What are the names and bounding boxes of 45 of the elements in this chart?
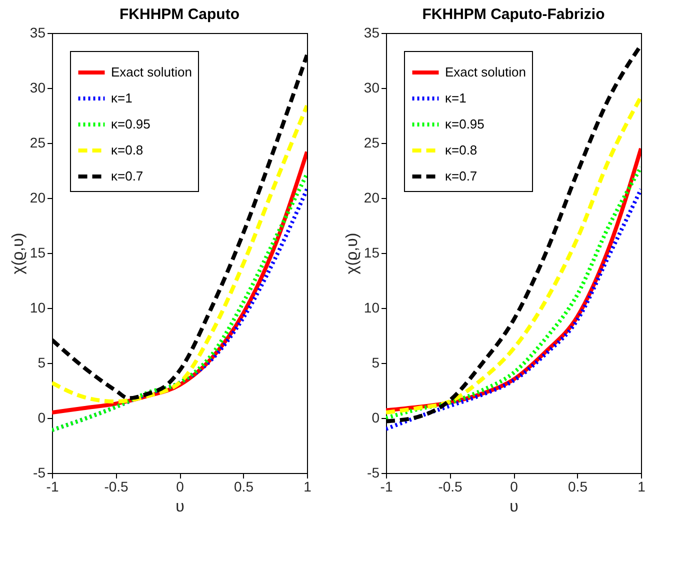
y-tick-label: 15 [30, 244, 46, 260]
chart-title: FKHHPM Caputo [120, 6, 240, 23]
legend-label: κ=1 [111, 90, 132, 106]
x-tick-label: -1 [46, 478, 59, 494]
x-tick-label: 1 [304, 478, 312, 494]
y-tick-label: 10 [30, 300, 46, 316]
x-tick-label: 0 [176, 478, 184, 494]
legend-label: κ=1 [445, 90, 466, 106]
x-tick-label: 0 [510, 478, 518, 494]
y-tick-label: 20 [364, 190, 380, 206]
x-tick-label: -0.5 [104, 478, 129, 494]
legend-label: κ=0.95 [111, 116, 150, 132]
x-tick-label: 1 [638, 478, 646, 494]
y-tick-label: 20 [30, 190, 46, 206]
x-tick-label: -1 [380, 478, 393, 494]
y-tick-label: 30 [364, 80, 380, 96]
legend-label: κ=0.7 [111, 168, 144, 184]
y-tick-label: 0 [372, 410, 380, 426]
x-tick-label: 0.5 [234, 478, 254, 494]
y-tick-label: 0 [38, 410, 46, 426]
legend-label: κ=0.95 [445, 116, 484, 132]
x-tick-label: 0.5 [568, 478, 588, 494]
chart-title: FKHHPM Caputo-Fabrizio [422, 6, 605, 23]
y-tick-label: 25 [30, 134, 46, 150]
x-axis-title: υ [510, 498, 518, 516]
y-tick-label: 10 [364, 300, 380, 316]
y-tick-label: 5 [38, 354, 46, 370]
line-series [52, 104, 307, 404]
legend-label: κ=0.8 [445, 142, 478, 158]
x-tick-label: -0.5 [438, 478, 463, 494]
y-tick-label: 15 [364, 244, 380, 260]
legend-label: κ=0.8 [111, 142, 144, 158]
x-axis-title: υ [176, 498, 184, 516]
y-tick-label: 35 [364, 24, 380, 40]
y-tick-label: 25 [364, 134, 380, 150]
legend-label: Exact solution [445, 64, 526, 80]
y-tick-label: 30 [30, 80, 46, 96]
y-tick-label: 35 [30, 24, 46, 40]
legend-label: Exact solution [111, 64, 192, 80]
y-axis-title: χ(ϱ,υ) [10, 232, 27, 274]
y-tick-label: 5 [372, 354, 380, 370]
legend-label: κ=0.7 [445, 168, 478, 184]
y-tick-label: -5 [33, 464, 46, 480]
y-tick-label: -5 [367, 464, 380, 480]
y-axis-title: χ(ϱ,υ) [344, 232, 361, 274]
